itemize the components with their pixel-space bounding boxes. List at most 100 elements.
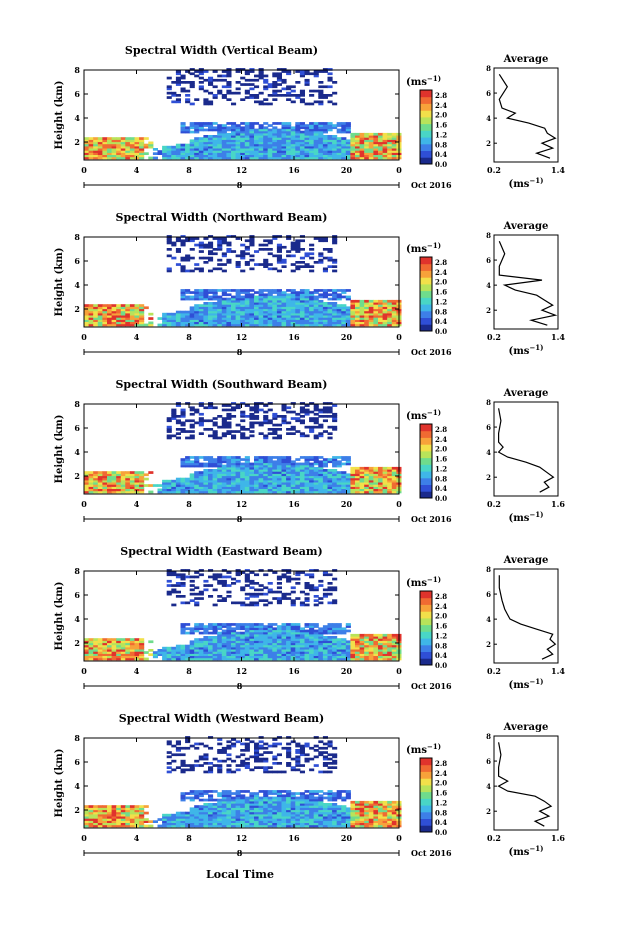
heatmap-cell (249, 94, 254, 97)
date-label: Oct 2016 (411, 347, 452, 357)
heatmap-cell (176, 740, 181, 743)
heatmap-cell (194, 623, 199, 626)
heatmap-cell (194, 122, 199, 125)
profile-y-tick-label: 2 (486, 473, 491, 482)
y-tick-label: 4 (74, 614, 80, 624)
heatmap-cell (305, 252, 310, 255)
heatmap-cell (217, 580, 222, 583)
heatmap-cell (148, 142, 153, 145)
heatmap-cell (167, 435, 172, 438)
x-tick-label: 0 (81, 332, 87, 342)
profile-y-tick-label: 4 (486, 448, 491, 457)
heatmap-cell (249, 602, 254, 605)
heatmap-cell (236, 92, 241, 95)
heatmap-cell (185, 576, 190, 579)
heatmap-cell (190, 807, 195, 810)
colorbar-segment (420, 444, 432, 451)
heatmap-cell (236, 255, 241, 258)
profile-line (499, 408, 554, 492)
heatmap-cell (190, 291, 195, 294)
heatmap-cell (286, 576, 291, 579)
heatmap-cell (203, 90, 208, 93)
heatmap-cell (314, 599, 319, 602)
heatmap-cell (231, 92, 236, 95)
heatmap-cell (222, 75, 227, 78)
colorbar-unit-exponent: −1) (427, 575, 441, 584)
heatmap-cell (226, 293, 231, 296)
heatmap-cell (314, 237, 319, 240)
heatmap-cell (167, 766, 172, 769)
heatmap-cell (350, 133, 355, 136)
heatmap-cell (295, 261, 300, 264)
x-tick-label: 16 (288, 165, 300, 175)
heatmap-cell (217, 79, 222, 82)
heatmap-cell (328, 586, 333, 589)
heatmap-cell (272, 428, 277, 431)
heatmap-cell (341, 304, 346, 307)
heatmap-cell (217, 296, 222, 299)
heatmap-cell (240, 98, 245, 101)
heatmap-cell (135, 304, 140, 307)
colorbar: 2.82.42.01.61.20.80.40.0(ms−1) (406, 241, 447, 336)
colorbar-segment (420, 311, 432, 318)
heatmap-cell (203, 428, 208, 431)
heatmap-cell (185, 126, 190, 129)
profile-unit-exponent: −1) (529, 677, 543, 686)
heatmap-cell (190, 473, 195, 476)
heatmap-cell (240, 83, 245, 86)
heatmap-cell (328, 85, 333, 88)
heatmap-cell (176, 144, 181, 147)
heatmap-cell (323, 415, 328, 418)
heatmap-cell (369, 467, 374, 470)
heatmap-cell (222, 580, 227, 583)
heatmap-cell (392, 300, 397, 303)
heatmap-cell (144, 324, 149, 327)
heatmap-cell (314, 623, 319, 626)
heatmap-cell (383, 133, 388, 136)
heatmap-cell (148, 825, 153, 828)
heatmap-cell (158, 324, 163, 327)
heatmap-cell (305, 79, 310, 82)
heatmap-cell (332, 413, 337, 416)
heatmap-cell (346, 289, 351, 292)
heatmap-cell (199, 597, 204, 600)
heatmap-cell (208, 456, 213, 459)
heatmap-cell (272, 623, 277, 626)
heatmap-cell (314, 413, 319, 416)
heatmap-cell (369, 300, 374, 303)
heatmap-cell (240, 122, 245, 125)
heatmap-cell (203, 79, 208, 82)
heatmap-cell (249, 259, 254, 262)
heatmap-cell (231, 582, 236, 585)
heatmap-cell (231, 435, 236, 438)
heatmap-cell (158, 484, 163, 487)
heatmap-cell (249, 88, 254, 91)
heatmap-cell (249, 79, 254, 82)
heatmap-cell (203, 406, 208, 409)
colorbar-tick-label: 1.6 (435, 121, 447, 130)
heatmap-cell (364, 467, 369, 470)
heatmap-cell (309, 417, 314, 420)
heatmap-cell (323, 593, 328, 596)
heatmap-cell (98, 638, 103, 641)
heatmap-cell (194, 743, 199, 746)
heatmap-cell (194, 638, 199, 641)
heatmap-cell (254, 415, 259, 418)
heatmap-cell (300, 122, 305, 125)
heatmap-cell (199, 122, 204, 125)
heatmap-cell (222, 70, 227, 73)
heatmap-cell (203, 289, 208, 292)
heatmap-cell (263, 103, 268, 106)
heatmap-cell (286, 250, 291, 253)
heatmap-cell (341, 471, 346, 474)
profile-title: Average (503, 388, 549, 399)
colorbar-tick-label: 0.0 (435, 494, 447, 503)
y-tick-label: 2 (74, 638, 80, 648)
heatmap-cell (171, 604, 176, 607)
heatmap-cell (144, 144, 149, 147)
heatmap-cell (222, 79, 227, 82)
heatmap-cell (194, 237, 199, 240)
heatmap-cell (272, 460, 277, 463)
heatmap-cell (305, 289, 310, 292)
